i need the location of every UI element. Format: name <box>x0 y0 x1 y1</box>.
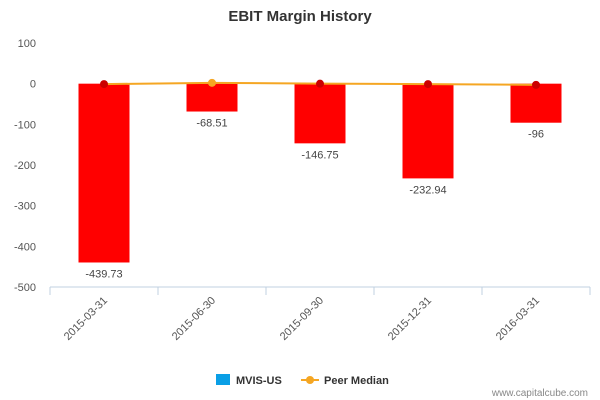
bar[interactable] <box>402 83 454 179</box>
y-axis: 100 0 -100 -200 -300 -400 -500 <box>14 38 36 294</box>
y-tick-label: -500 <box>14 282 36 294</box>
line-marker[interactable] <box>532 80 540 89</box>
chart-title: EBIT Margin History <box>228 8 372 25</box>
bar[interactable] <box>510 83 562 123</box>
x-axis: 2015-03-31 2015-06-30 2015-09-30 2015-12-31… <box>49 286 591 343</box>
legend-label-mvis[interactable]: MVIS-US <box>236 375 282 387</box>
x-tick-label: 2015-03-31 <box>62 295 110 343</box>
data-label: -232.94 <box>409 184 446 196</box>
line-marker[interactable] <box>100 80 108 89</box>
line-marker[interactable] <box>208 78 216 87</box>
data-label: -68.51 <box>196 118 227 130</box>
legend-swatch-mvis[interactable] <box>216 374 230 385</box>
legend-label-peer[interactable]: Peer Median <box>324 375 389 387</box>
legend-marker-peer[interactable] <box>306 376 314 384</box>
y-tick-label: 100 <box>18 38 36 50</box>
y-tick-label: 0 <box>30 79 36 91</box>
peer-median-series <box>100 78 540 89</box>
data-label: -146.75 <box>301 149 338 161</box>
data-labels: -439.73 -68.51 -146.75 -232.94 -96 <box>85 118 544 281</box>
line-marker[interactable] <box>424 80 432 89</box>
data-label: -439.73 <box>85 268 122 280</box>
y-tick-label: -100 <box>14 119 36 131</box>
data-label: -96 <box>528 129 544 141</box>
bar[interactable] <box>186 83 238 112</box>
bar-series <box>78 83 562 263</box>
bar[interactable] <box>294 83 346 144</box>
legend: MVIS-US Peer Median <box>216 374 389 387</box>
y-tick-label: -400 <box>14 241 36 253</box>
credit-text: www.capitalcube.com <box>491 388 588 399</box>
x-tick-label: 2016-03-31 <box>494 295 542 343</box>
bar[interactable] <box>78 83 130 263</box>
x-tick-label: 2015-12-31 <box>386 295 434 343</box>
x-tick-label: 2015-09-30 <box>278 295 326 343</box>
y-tick-label: -300 <box>14 201 36 213</box>
x-tick-label: 2015-06-30 <box>170 295 218 343</box>
y-tick-label: -200 <box>14 160 36 172</box>
line-marker[interactable] <box>316 79 324 88</box>
